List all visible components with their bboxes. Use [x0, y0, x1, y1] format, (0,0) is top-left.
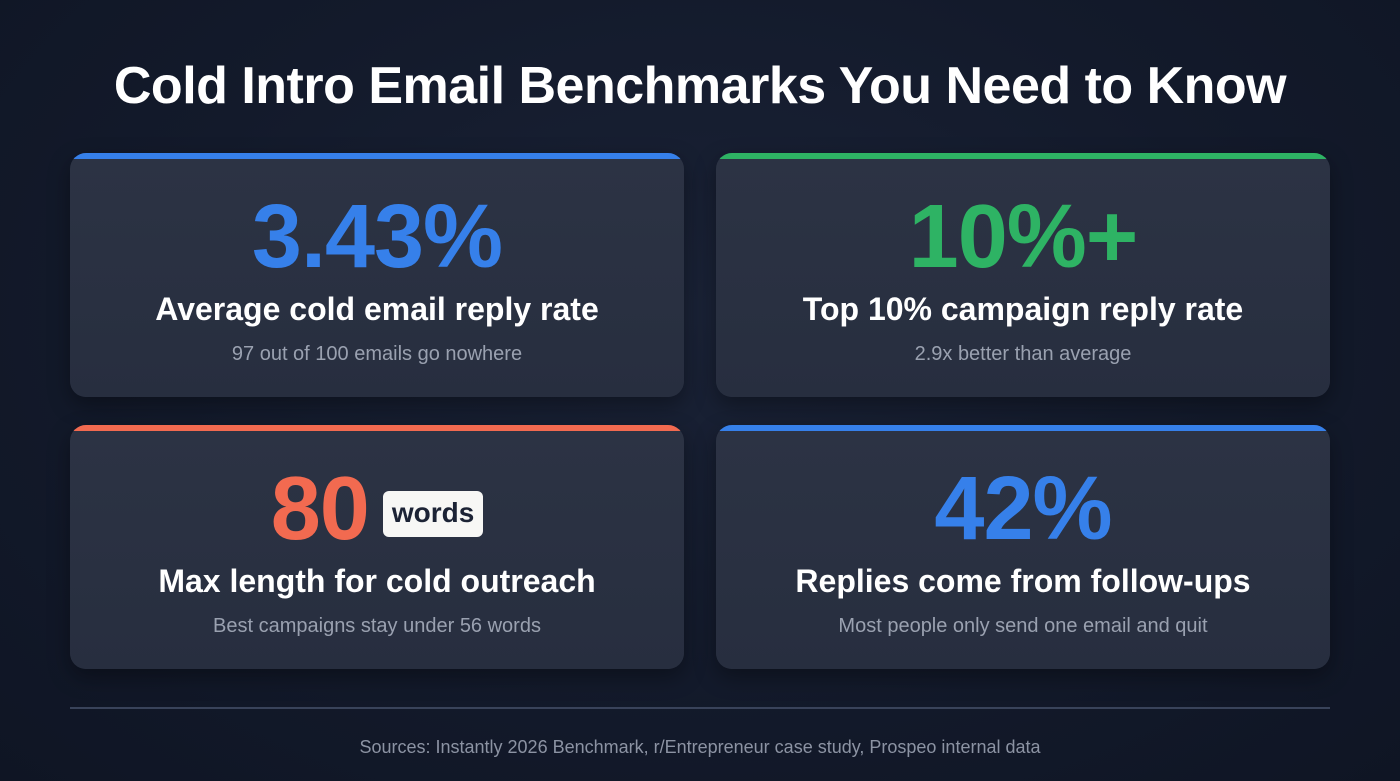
footer-divider [70, 707, 1330, 709]
stat-label: Top 10% campaign reply rate [802, 291, 1244, 327]
sources-footnote: Sources: Instantly 2026 Benchmark, r/Ent… [359, 737, 1041, 757]
stat-subtext: Best campaigns stay under 56 words [213, 615, 541, 637]
stat-value-row: 42% [716, 459, 1330, 559]
stat-value-row: 10%+ [716, 187, 1330, 287]
card-accent-bar [716, 425, 1330, 431]
stat-value-row: 3.43% [70, 187, 684, 287]
unit-badge: words [382, 491, 484, 537]
card-accent-bar [70, 425, 684, 431]
stat-label: Average cold email reply rate [155, 291, 599, 327]
stat-card-reply-rate: 3.43% Average cold email reply rate 97 o… [70, 153, 684, 397]
page-title: Cold Intro Email Benchmarks You Need to … [113, 57, 1287, 115]
stat-label: Replies come from follow-ups [795, 563, 1251, 599]
card-accent-bar [716, 153, 1330, 159]
card-body [70, 431, 684, 669]
stat-value-row: 80 words [70, 459, 684, 559]
stat-card-max-length: 80 words Max length for cold outreach Be… [70, 425, 684, 669]
card-body [716, 431, 1330, 669]
stat-card-top-campaigns: 10%+ Top 10% campaign reply rate 2.9x be… [716, 153, 1330, 397]
stat-subtext: 2.9x better than average [914, 343, 1132, 365]
stat-label: Max length for cold outreach [158, 563, 596, 599]
stat-value: 80 [270, 459, 370, 559]
card-body [70, 159, 684, 397]
card-accent-bar [70, 153, 684, 159]
card-body [716, 159, 1330, 397]
stat-value: 42% [934, 459, 1112, 559]
stat-value: 3.43% [251, 187, 503, 287]
stat-card-follow-ups: 42% Replies come from follow-ups Most pe… [716, 425, 1330, 669]
stat-subtext: Most people only send one email and quit [838, 615, 1208, 637]
stat-subtext: 97 out of 100 emails go nowhere [231, 343, 523, 365]
stat-value: 10%+ [908, 187, 1139, 287]
